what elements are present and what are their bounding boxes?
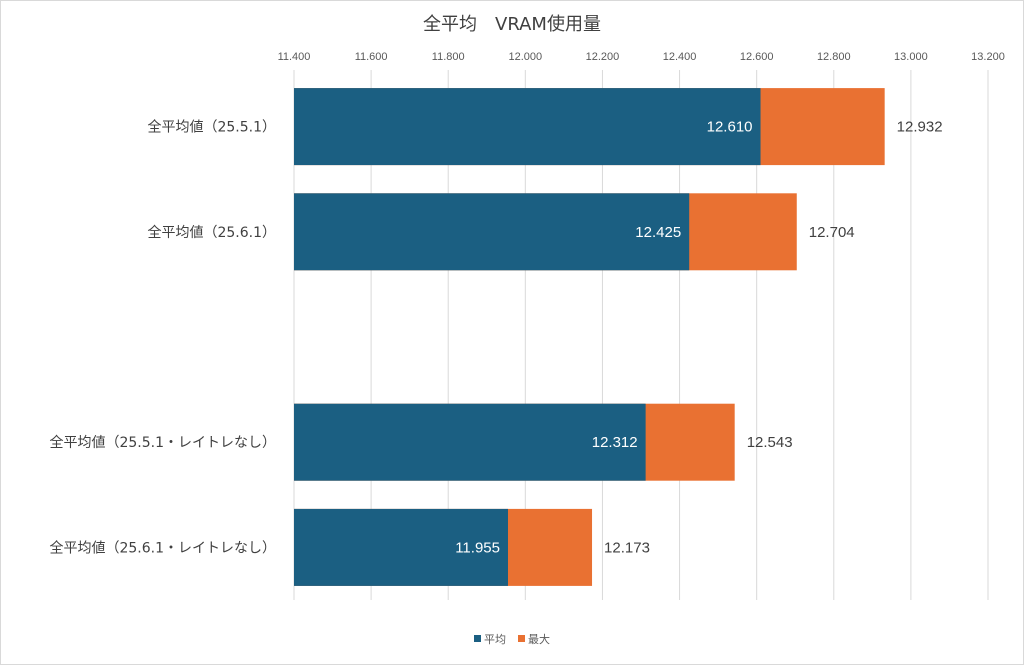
x-tick-label: 12.400: [663, 51, 697, 63]
legend-label-max: 最大: [528, 632, 550, 646]
x-tick-label: 13.200: [971, 51, 1005, 63]
category-label: 全平均値（25.6.1・レイトレなし）: [49, 539, 276, 556]
data-label-max: 12.543: [747, 434, 793, 451]
category-label: 全平均値（25.5.1）: [147, 119, 276, 136]
category-label: 全平均値（25.6.1）: [147, 224, 276, 241]
chart-title: 全平均 VRAM使用量: [423, 14, 601, 35]
data-label-max: 12.704: [809, 224, 855, 241]
x-tick-label: 12.600: [740, 51, 774, 63]
x-tick-label: 11.800: [432, 51, 465, 63]
bar-average: [294, 193, 690, 271]
x-tick-label: 13.000: [894, 51, 928, 63]
legend-swatch-max: [518, 635, 525, 642]
data-label-max: 12.932: [897, 119, 943, 136]
data-label-average: 12.425: [635, 224, 681, 241]
category-label: 全平均値（25.5.1・レイトレなし）: [49, 434, 276, 451]
bar-average: [294, 88, 761, 166]
data-label-average: 12.610: [707, 119, 753, 136]
legend-label-average: 平均: [484, 633, 506, 646]
data-label-average: 11.955: [455, 539, 500, 556]
data-label-max: 12.173: [604, 539, 650, 556]
x-tick-label: 12.800: [817, 51, 851, 63]
bar-average: [294, 403, 646, 481]
data-label-average: 12.312: [592, 434, 638, 451]
x-tick-label: 12.200: [586, 51, 620, 63]
bar-average: [294, 508, 508, 586]
x-tick-label: 11.600: [355, 51, 388, 63]
x-tick-label: 11.400: [278, 51, 311, 63]
x-tick-label: 12.000: [509, 51, 543, 63]
legend-swatch-average: [474, 635, 481, 642]
